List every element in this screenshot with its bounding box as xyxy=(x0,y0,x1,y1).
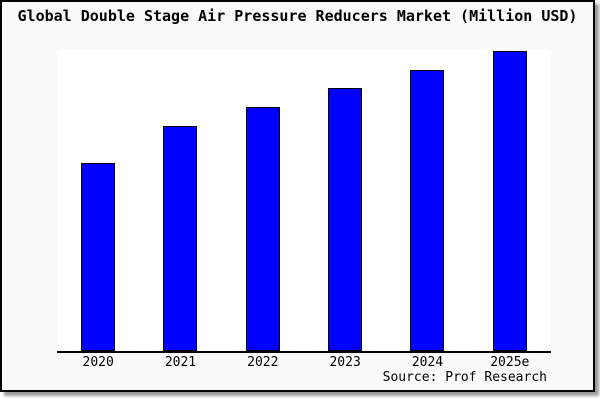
bar-slot xyxy=(469,49,551,351)
bar-slot xyxy=(139,49,221,351)
x-tick-label-2021: 2021 xyxy=(164,355,197,370)
source-note: Source: Prof Research xyxy=(382,370,547,385)
x-tick-label-2024: 2024 xyxy=(411,355,444,370)
x-tick-label-2022: 2022 xyxy=(247,355,279,370)
x-tick-label-2023: 2023 xyxy=(329,355,361,370)
x-tick-label-2025e: 2025e xyxy=(490,355,530,370)
x-tick-label-2020: 2020 xyxy=(82,355,114,370)
bar-2024 xyxy=(410,70,445,351)
bar-2025e xyxy=(492,51,527,351)
plot-area xyxy=(57,49,551,353)
bar-slot xyxy=(57,49,139,351)
chart-title: Global Double Stage Air Pressure Reducer… xyxy=(17,7,578,25)
bar-slot xyxy=(386,49,468,351)
bar-2022 xyxy=(245,106,280,351)
x-axis-labels: 2020 2021 2022 2023 2024 2025e xyxy=(57,355,551,370)
bar-2021 xyxy=(163,125,198,351)
bar-slot xyxy=(222,49,304,351)
bar-2020 xyxy=(81,162,116,351)
bar-2023 xyxy=(328,88,363,351)
bar-slot xyxy=(304,49,386,351)
